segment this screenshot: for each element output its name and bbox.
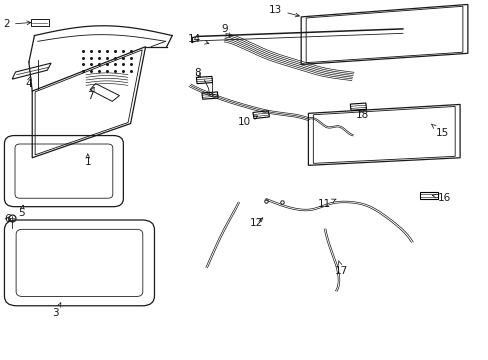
Text: 6: 6: [4, 214, 11, 224]
Text: 17: 17: [334, 261, 347, 276]
Text: 13: 13: [268, 5, 299, 17]
Text: 16: 16: [431, 193, 450, 203]
Text: 9: 9: [221, 24, 230, 37]
Text: 8: 8: [194, 68, 200, 78]
Text: 5: 5: [18, 205, 24, 218]
Text: 15: 15: [430, 124, 448, 138]
Text: 11: 11: [317, 199, 335, 210]
Text: 12: 12: [249, 218, 263, 228]
Text: 18: 18: [355, 110, 368, 120]
Text: 3: 3: [52, 303, 61, 318]
Text: 2: 2: [3, 19, 31, 30]
Text: 4: 4: [25, 76, 32, 89]
Text: 10: 10: [238, 116, 257, 127]
Text: 14: 14: [187, 34, 208, 44]
Text: 7: 7: [86, 87, 94, 100]
Text: 1: 1: [84, 154, 91, 167]
